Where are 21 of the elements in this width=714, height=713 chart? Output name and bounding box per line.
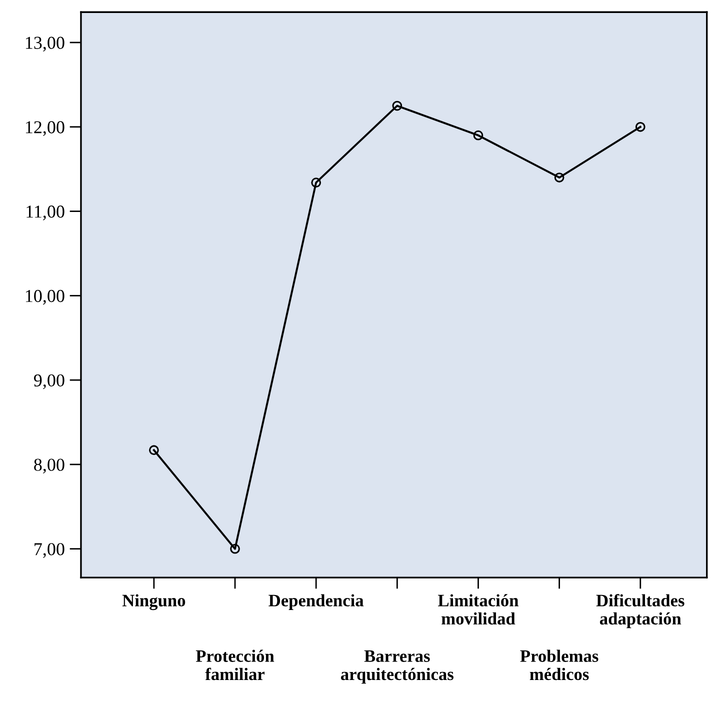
x-tick-label: Ninguno	[122, 594, 186, 610]
x-tick-label: Problemas médicos	[520, 650, 598, 680]
point	[311, 178, 322, 188]
point	[392, 100, 402, 111]
y-tick-label: 7,00	[34, 543, 64, 558]
x-tick-label: Protección familiar	[196, 650, 274, 680]
x-tick-label: Dificultades adaptación	[596, 594, 684, 628]
x-tick-label: Limitación movilidad	[438, 594, 518, 625]
x-tick-label: Barreras arquitectónicas	[340, 650, 454, 684]
point	[473, 130, 484, 140]
point	[230, 544, 240, 554]
y-tick-label: 8,00	[34, 458, 64, 474]
y-tick-label: 9,00	[34, 374, 64, 390]
y-tick-label: 10,00	[26, 290, 64, 305]
y-tick-label: 12,00	[26, 121, 64, 136]
point	[554, 172, 564, 182]
y-tick-label: 11,00	[26, 206, 64, 220]
point	[149, 445, 159, 456]
x-tick-label: Dependencia	[268, 594, 364, 610]
point	[635, 122, 646, 132]
y-tick-label: 13,00	[26, 36, 64, 52]
